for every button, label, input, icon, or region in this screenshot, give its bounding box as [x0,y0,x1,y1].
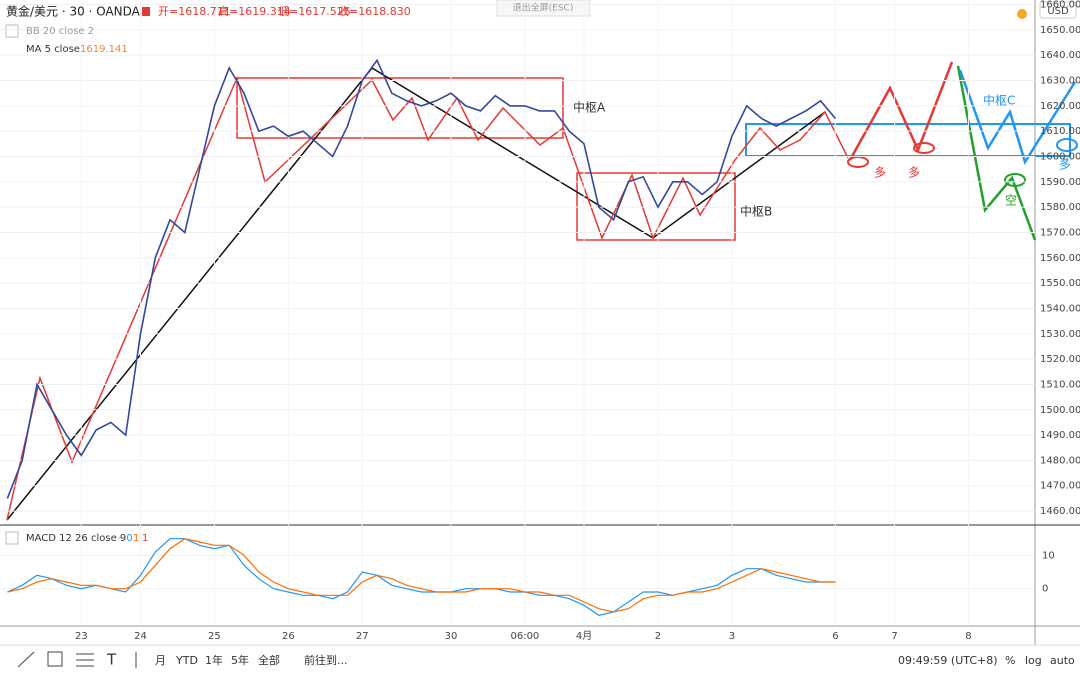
signal-label: 多 [1059,158,1071,172]
macd-label: MACD 12 26 close 9 [26,533,126,544]
log-button[interactable]: log [1025,654,1042,667]
y-tick-label: 1540.000 [1040,303,1080,314]
tool-icon[interactable]: T [106,651,117,669]
macd-value: 1 [133,533,139,544]
forecast-range [958,69,1077,166]
trend-line [6,67,826,521]
y-tick-label: 1530.000 [1040,329,1080,340]
y-tick-label: 1470.000 [1040,481,1080,492]
x-tick-label: 23 [75,631,88,642]
forecast-short [956,65,1037,241]
series-line [7,538,836,616]
range-button[interactable]: YTD [175,654,198,667]
currency-box [1039,1,1077,19]
range-button[interactable]: 全部 [258,653,280,667]
open: 开=1618.711 [158,5,231,18]
x-tick-label: 06:00 [510,631,539,642]
x-tick-label: 27 [356,631,369,642]
y-tick-label: 1500.000 [1040,405,1080,416]
ma-value: 1619.141 [80,44,128,55]
marks [0,0,1035,626]
zone-b-box [576,172,736,241]
y-tick-label: 1650.000 [1040,25,1080,36]
y-tick-label: 1560.000 [1040,253,1080,264]
auto-button[interactable]: auto [1050,654,1075,667]
x-tick-label: 8 [965,631,971,642]
zone-label: 中枢B [740,204,772,219]
y-tick-label: 1590.000 [1040,177,1080,188]
y-tick-label: 1460.000 [1040,506,1080,517]
currency: USD [1047,6,1069,17]
y-tick-label: 1630.000 [1040,76,1080,87]
y-tick-label: 1600.000 [1040,152,1080,163]
x-tick-label: 3 [729,631,735,642]
macd-value: 1 [142,533,148,544]
signal-label: 多 [908,166,920,180]
y-tick-label: 10 [1042,550,1055,561]
y-tick-label: 1580.000 [1040,202,1080,213]
clock: 09:49:59 (UTC+8) [898,654,998,667]
y-tick-label: 1570.000 [1040,227,1080,238]
x-tick-label: 26 [282,631,295,642]
close: 收=1618.830 [338,4,411,18]
y-tick-label: 1520.000 [1040,354,1080,365]
high: 高=1619.314 [218,4,291,18]
exit-label[interactable]: 退出全屏(ESC) [513,2,574,14]
y-tick-label: 0 [1042,584,1048,595]
y-tick-label: 1620.000 [1040,101,1080,112]
y-tick-label: 1490.000 [1040,430,1080,441]
macd-value: −0 [118,533,133,544]
x-tick-label: 4月 [576,630,592,642]
low: 低=1617.525 [278,5,351,18]
tool-icon[interactable] [17,651,35,668]
y-tick-label: 1480.000 [1040,455,1080,466]
x-tick-label: 7 [891,631,897,642]
range-button[interactable]: 5年 [231,653,249,667]
exit-button[interactable] [496,0,591,17]
y-tick-label: 1660.000 [1040,0,1080,11]
labels: 黄金/美元 · 30 · OANDA 开=1618.711 高=1619.314… [6,0,1080,667]
x-tick-label: 24 [134,631,147,642]
bb-label: BB 20 close 2 [26,26,94,37]
y-tick-label: 1610.000 [1040,126,1080,137]
range-button[interactable]: 1年 [205,653,223,667]
x-tick-label: 25 [208,631,221,642]
x-tick-label: 30 [445,631,458,642]
collapse-button[interactable] [5,24,19,38]
y-tick-label: 1550.000 [1040,278,1080,289]
signal-label: 空 [1005,194,1017,208]
x-tick-label: 2 [655,631,661,642]
series-line [6,58,837,499]
x-tick-label: 6 [832,631,838,642]
zone-a-box [236,77,564,139]
signal-label: 多 [874,166,886,180]
flag-icon [142,7,150,16]
goto-button[interactable]: 前往到... [304,653,348,667]
y-tick-label: 1510.000 [1040,379,1080,390]
symbol: 黄金/美元 · 30 · OANDA [6,4,141,19]
series-line [7,538,836,613]
range-button[interactable]: 月 [155,654,166,667]
collapse-button[interactable] [5,531,19,545]
ma-label: MA 5 close [26,44,80,55]
zone-label: 中枢C [983,93,1015,108]
tool-icon[interactable] [47,651,63,667]
y-tick-label: 1640.000 [1040,50,1080,61]
zone-label: 中枢A [573,100,606,115]
marker [1056,138,1078,152]
percent-button[interactable]: % [1005,654,1015,667]
marker [1004,173,1026,187]
alert-icon [1017,9,1027,19]
marker [913,142,935,154]
